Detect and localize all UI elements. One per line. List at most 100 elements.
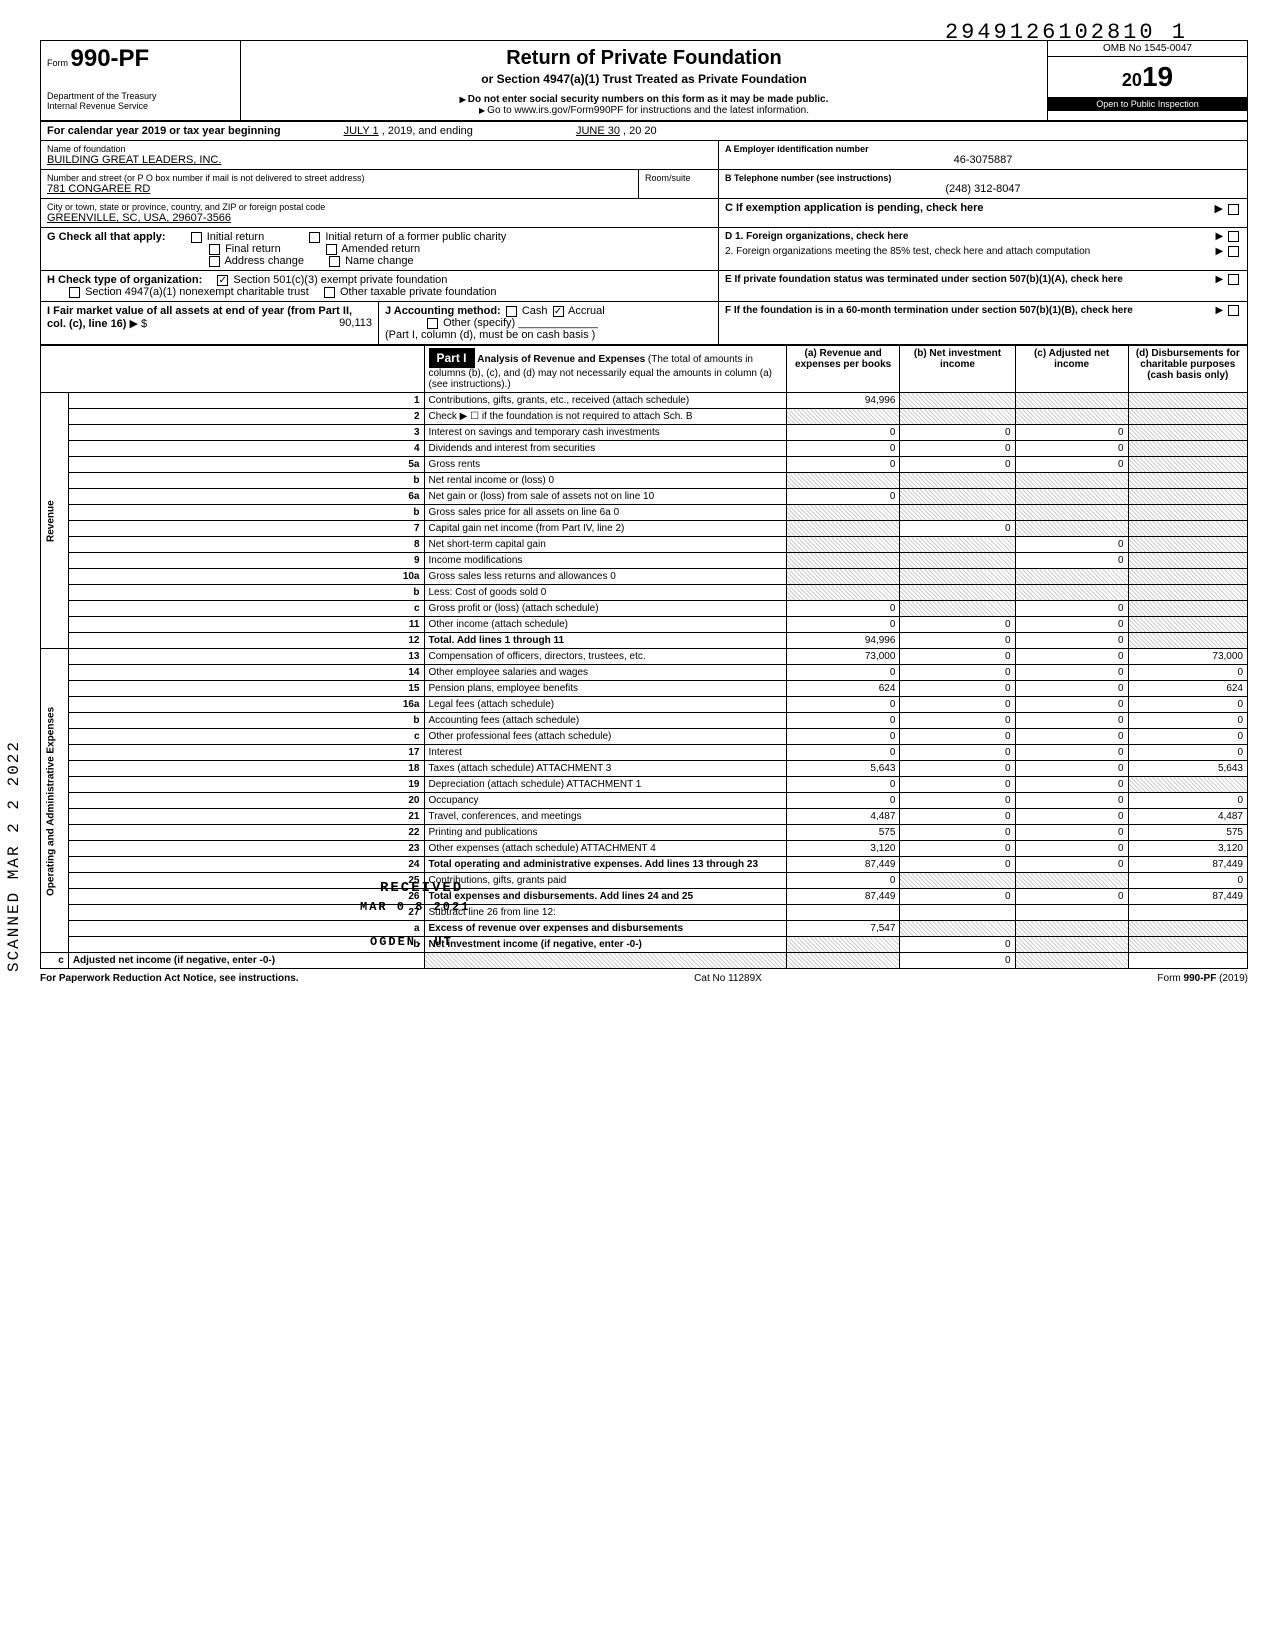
amount-cell: 0 xyxy=(1015,761,1128,777)
line-desc: Accounting fees (attach schedule) xyxy=(424,713,786,729)
amount-cell: 0 xyxy=(900,937,1015,953)
g-amended-checkbox[interactable] xyxy=(326,244,337,255)
amount-cell xyxy=(424,953,786,969)
g-name-checkbox[interactable] xyxy=(329,256,340,267)
amount-cell xyxy=(900,905,1015,921)
line-number: b xyxy=(68,713,424,729)
h-501c3-checkbox[interactable]: ✓ xyxy=(217,275,228,286)
amount-cell: 0 xyxy=(1015,633,1128,649)
line-number: 18 xyxy=(68,761,424,777)
amount-cell xyxy=(1015,521,1128,537)
amount-cell: 0 xyxy=(1015,697,1128,713)
amount-cell: 624 xyxy=(786,681,900,697)
e-checkbox[interactable] xyxy=(1228,274,1239,285)
amount-cell xyxy=(900,585,1015,601)
line-number: c xyxy=(68,601,424,617)
amount-cell xyxy=(1128,777,1247,793)
table-row: Operating and Administrative Expenses13C… xyxy=(41,649,1248,665)
line-desc: Adjusted net income (if negative, enter … xyxy=(68,953,424,969)
line-desc: Check ▶ ☐ if the foundation is not requi… xyxy=(424,409,786,425)
amount-cell xyxy=(1128,489,1247,505)
amount-cell xyxy=(1015,937,1128,953)
amount-cell xyxy=(1015,505,1128,521)
amount-cell: 0 xyxy=(1128,713,1247,729)
j-accrual-checkbox[interactable]: ✓ xyxy=(553,306,564,317)
g-final-checkbox[interactable] xyxy=(209,244,220,255)
amount-cell: 0 xyxy=(1015,841,1128,857)
foundation-name: BUILDING GREAT LEADERS, INC. xyxy=(47,154,712,166)
amount-cell: 0 xyxy=(1015,713,1128,729)
d1-checkbox[interactable] xyxy=(1228,231,1239,242)
amount-cell xyxy=(786,553,900,569)
amount-cell xyxy=(786,537,900,553)
line-number: 3 xyxy=(68,425,424,441)
j-other-checkbox[interactable] xyxy=(427,318,438,329)
table-row: 6aNet gain or (loss) from sale of assets… xyxy=(41,489,1248,505)
c-checkbox[interactable] xyxy=(1228,204,1239,215)
amount-cell: 4,487 xyxy=(786,809,900,825)
form-number: 990-PF xyxy=(71,45,150,72)
line-desc: Total operating and administrative expen… xyxy=(424,857,786,873)
amount-cell xyxy=(1128,601,1247,617)
line-number: 9 xyxy=(68,553,424,569)
line-number: c xyxy=(41,953,69,969)
line-number: 4 xyxy=(68,441,424,457)
line-number: 13 xyxy=(68,649,424,665)
table-row: 23Other expenses (attach schedule) ATTAC… xyxy=(41,841,1248,857)
g-initial-checkbox[interactable] xyxy=(191,232,202,243)
amount-cell xyxy=(1128,921,1247,937)
period-label: For calendar year 2019 or tax year begin… xyxy=(47,125,281,137)
amount-cell xyxy=(786,505,900,521)
line-number: 8 xyxy=(68,537,424,553)
table-row: 2Check ▶ ☐ if the foundation is not requ… xyxy=(41,409,1248,425)
line-desc: Less: Cost of goods sold 0 xyxy=(424,585,786,601)
g-address-checkbox[interactable] xyxy=(209,256,220,267)
amount-cell: 0 xyxy=(786,729,900,745)
amount-cell: 0 xyxy=(1128,793,1247,809)
f-checkbox[interactable] xyxy=(1228,305,1239,316)
line-number: 22 xyxy=(68,825,424,841)
amount-cell: 87,449 xyxy=(786,857,900,873)
line-number: 21 xyxy=(68,809,424,825)
table-row: 9Income modifications0 xyxy=(41,553,1248,569)
h-4947-checkbox[interactable] xyxy=(69,287,80,298)
line-number: 16a xyxy=(68,697,424,713)
period-mid: , 2019, and ending xyxy=(382,125,473,137)
city-label: City or town, state or province, country… xyxy=(47,202,712,212)
document-id: 2949126102810 1 xyxy=(945,20,1188,45)
phone-label: B Telephone number (see instructions) xyxy=(725,173,1241,183)
table-row: 16aLegal fees (attach schedule)0000 xyxy=(41,697,1248,713)
amount-cell: 0 xyxy=(1015,889,1128,905)
line-number: 6a xyxy=(68,489,424,505)
table-row: 18Taxes (attach schedule) ATTACHMENT 35,… xyxy=(41,761,1248,777)
ein-label: A Employer identification number xyxy=(725,144,1241,154)
footer-left: For Paperwork Reduction Act Notice, see … xyxy=(40,973,299,984)
amount-cell xyxy=(1128,585,1247,601)
scanned-stamp: SCANNED MAR 2 2 2022 xyxy=(5,740,23,972)
amount-cell xyxy=(1015,473,1128,489)
amount-cell: 0 xyxy=(786,425,900,441)
table-row: 12Total. Add lines 1 through 1194,99600 xyxy=(41,633,1248,649)
col-c-header: (c) Adjusted net income xyxy=(1015,346,1128,393)
amount-cell: 0 xyxy=(900,761,1015,777)
amount-cell: 7,547 xyxy=(786,921,900,937)
d2-checkbox[interactable] xyxy=(1228,246,1239,257)
amount-cell xyxy=(786,409,900,425)
amount-cell: 0 xyxy=(900,793,1015,809)
table-row: 21Travel, conferences, and meetings4,487… xyxy=(41,809,1248,825)
amount-cell: 0 xyxy=(900,889,1015,905)
j-cash-checkbox[interactable] xyxy=(506,306,517,317)
line-number: 24 xyxy=(68,857,424,873)
h-other-checkbox[interactable] xyxy=(324,287,335,298)
amount-cell: 0 xyxy=(900,665,1015,681)
dept-treasury: Department of the Treasury xyxy=(47,91,234,101)
amount-cell: 0 xyxy=(786,777,900,793)
table-row: 17Interest0000 xyxy=(41,745,1248,761)
amount-cell xyxy=(900,601,1015,617)
amount-cell xyxy=(1015,921,1128,937)
line-desc: Net gain or (loss) from sale of assets n… xyxy=(424,489,786,505)
h-opt1: Section 501(c)(3) exempt private foundat… xyxy=(233,274,447,286)
revenue-section-label: Revenue xyxy=(41,393,69,649)
j-label: J Accounting method: xyxy=(385,305,501,317)
g-former-checkbox[interactable] xyxy=(309,232,320,243)
